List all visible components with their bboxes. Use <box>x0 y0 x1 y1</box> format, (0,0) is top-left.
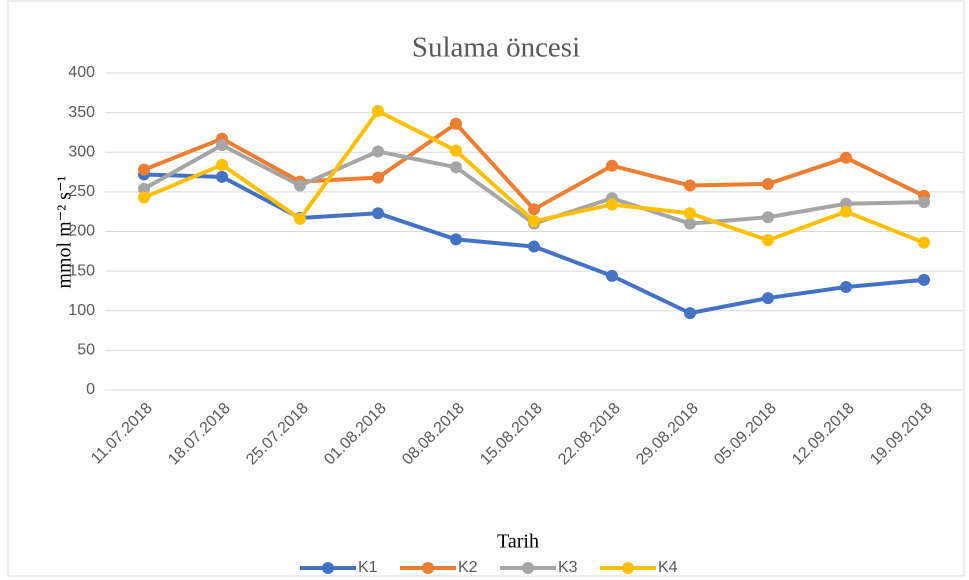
legend-label: K1 <box>358 559 378 576</box>
point <box>138 182 150 195</box>
point <box>762 177 774 190</box>
point <box>450 117 462 130</box>
point <box>606 159 618 172</box>
legend-marker <box>422 562 434 574</box>
point <box>294 179 306 192</box>
y-tick-label: 100 <box>68 302 95 319</box>
point <box>684 207 696 220</box>
y-tick-label: 350 <box>68 104 95 121</box>
point <box>840 151 852 164</box>
point <box>762 211 774 224</box>
point <box>216 158 228 171</box>
point <box>606 269 618 282</box>
point <box>918 236 930 249</box>
point <box>762 234 774 247</box>
legend-marker <box>322 562 334 574</box>
point <box>918 196 930 209</box>
point <box>450 233 462 246</box>
x-axis-label: Tarih <box>497 531 539 553</box>
point <box>528 215 540 228</box>
chart-title: Sulama öncesi <box>412 32 580 64</box>
point <box>528 203 540 216</box>
point <box>684 307 696 320</box>
chart-border <box>7 0 965 577</box>
point <box>450 161 462 174</box>
point <box>138 163 150 176</box>
point <box>372 207 384 220</box>
y-tick-label: 250 <box>68 183 95 200</box>
point <box>372 105 384 118</box>
y-tick-label: 300 <box>68 143 95 160</box>
y-tick-label: 0 <box>86 381 95 398</box>
legend-label: K4 <box>658 559 678 576</box>
point <box>216 139 228 152</box>
point <box>762 292 774 305</box>
point <box>450 144 462 157</box>
point <box>372 171 384 184</box>
y-tick-label: 50 <box>77 342 95 359</box>
point <box>294 212 306 225</box>
legend-marker <box>622 562 634 574</box>
point <box>528 240 540 253</box>
point <box>840 280 852 293</box>
legend-label: K2 <box>458 559 478 576</box>
point <box>918 273 930 286</box>
point <box>372 145 384 158</box>
y-axis-label: mmol m⁻² s⁻¹ <box>54 175 76 288</box>
y-tick-label: 400 <box>68 64 95 81</box>
point <box>138 191 150 204</box>
legend-marker <box>522 562 534 574</box>
point <box>684 217 696 230</box>
point <box>216 170 228 183</box>
point <box>606 198 618 211</box>
legend-label: K3 <box>558 559 578 576</box>
point <box>684 179 696 192</box>
point <box>840 205 852 218</box>
y-tick-label: 150 <box>68 262 95 279</box>
y-tick-label: 200 <box>68 223 95 240</box>
